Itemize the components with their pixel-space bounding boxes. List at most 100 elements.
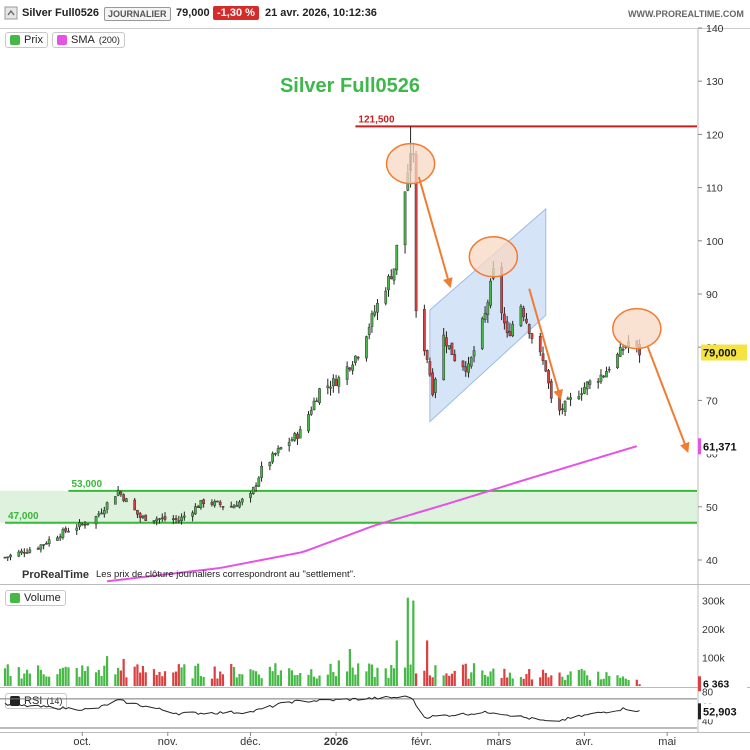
candle-body xyxy=(221,506,225,508)
candle-body xyxy=(367,327,371,336)
candle-body xyxy=(202,499,206,504)
candle-body xyxy=(445,337,448,347)
volume-bar xyxy=(39,669,42,686)
expand-icon[interactable] xyxy=(4,6,18,20)
price-legend-label: Prix xyxy=(24,34,43,46)
sma-legend[interactable]: SMA (200) xyxy=(52,32,125,48)
chart-title: Silver Full0526 xyxy=(280,75,420,97)
candle-body xyxy=(238,501,241,508)
volume-bar xyxy=(638,684,641,686)
candle-body xyxy=(260,465,263,478)
x-tick-label: avr. xyxy=(576,736,594,748)
volume-bar xyxy=(290,670,294,686)
candle-body xyxy=(180,516,183,522)
header-datetime: 21 avr. 2026, 10:12:36 xyxy=(265,7,377,19)
volume-bar xyxy=(506,677,509,686)
candle-body xyxy=(616,354,619,369)
candle-body xyxy=(114,496,117,505)
volume-bar xyxy=(199,676,202,686)
volume-bar xyxy=(354,674,357,686)
volume-bar xyxy=(392,668,396,686)
candle-body xyxy=(384,290,388,304)
candle-body xyxy=(337,377,341,387)
volume-bar xyxy=(254,671,258,686)
volume-bar xyxy=(252,670,255,686)
period-badge[interactable]: JOURNALIER xyxy=(104,7,171,21)
volume-bar xyxy=(100,676,103,686)
volume-legend[interactable]: Volume xyxy=(5,590,66,606)
down-arrow xyxy=(646,346,690,453)
candle-body xyxy=(119,491,123,495)
candle-body xyxy=(86,523,90,526)
volume-swatch xyxy=(10,593,20,603)
y-tick-label: 40 xyxy=(706,555,718,567)
candle-body xyxy=(511,323,515,337)
volume-bar xyxy=(376,667,379,686)
candle-body xyxy=(100,512,103,515)
candle-body xyxy=(461,360,465,368)
highlight-circle xyxy=(385,142,436,185)
candle-body xyxy=(331,378,335,387)
volume-bar xyxy=(9,675,12,686)
volume-bar xyxy=(461,664,465,686)
candle-body xyxy=(469,357,473,367)
volume-bar xyxy=(403,667,407,686)
candle-body xyxy=(160,517,164,520)
candle-body xyxy=(36,548,40,550)
volume-bar xyxy=(431,677,434,686)
candle-body xyxy=(638,344,641,356)
candle-body xyxy=(296,433,299,439)
price-legend[interactable]: Prix xyxy=(5,32,48,48)
candle-body xyxy=(268,462,272,467)
volume-bar xyxy=(202,676,205,686)
volume-bar xyxy=(3,668,7,686)
volume-bar xyxy=(20,678,23,686)
volume-bar xyxy=(78,676,81,686)
candle-body xyxy=(583,387,586,394)
volume-bar xyxy=(608,675,611,686)
y-tick-label: 70 xyxy=(706,395,718,407)
volume-tick-label: 100k xyxy=(702,653,726,665)
support-zone xyxy=(0,490,697,523)
candle-body xyxy=(122,494,125,501)
level-label: 121,500 xyxy=(358,114,395,125)
volume-bar xyxy=(221,674,225,686)
candle-body xyxy=(334,379,338,386)
candle-body xyxy=(373,311,377,316)
candle-body xyxy=(138,513,142,519)
price-label: 79,000 xyxy=(703,348,737,360)
candle-body xyxy=(152,520,156,522)
volume-bar xyxy=(492,668,495,686)
candle-body xyxy=(105,502,109,510)
highlight-circle xyxy=(612,307,662,350)
candle-body xyxy=(171,518,175,521)
volume-bar xyxy=(318,675,321,686)
volume-bar xyxy=(61,667,65,686)
volume-bar xyxy=(155,674,158,686)
rsi-swatch xyxy=(10,696,20,706)
rsi-line xyxy=(4,695,640,722)
volume-bar xyxy=(75,668,78,686)
candle-body xyxy=(538,336,542,353)
candle-body xyxy=(522,307,526,318)
volume-bar xyxy=(544,672,547,686)
candle-body xyxy=(500,267,503,314)
volume-bar xyxy=(348,648,351,686)
candle-body xyxy=(356,356,360,359)
volume-bar xyxy=(357,663,360,686)
rsi-legend[interactable]: RSI (14) xyxy=(5,693,68,709)
volume-bar xyxy=(522,678,525,686)
candle-body xyxy=(22,551,26,554)
candle-body xyxy=(213,501,217,506)
candle-body xyxy=(370,313,374,327)
candle-body xyxy=(624,345,628,348)
volume-bar xyxy=(334,676,338,686)
volume-bar xyxy=(346,671,349,686)
y-tick-label: 80 xyxy=(706,342,718,354)
volume-bar xyxy=(180,667,183,686)
candle-body xyxy=(293,433,297,441)
volume-legend-label: Volume xyxy=(24,592,61,604)
candle-body xyxy=(78,522,81,528)
level-label: 53,000 xyxy=(71,479,102,490)
